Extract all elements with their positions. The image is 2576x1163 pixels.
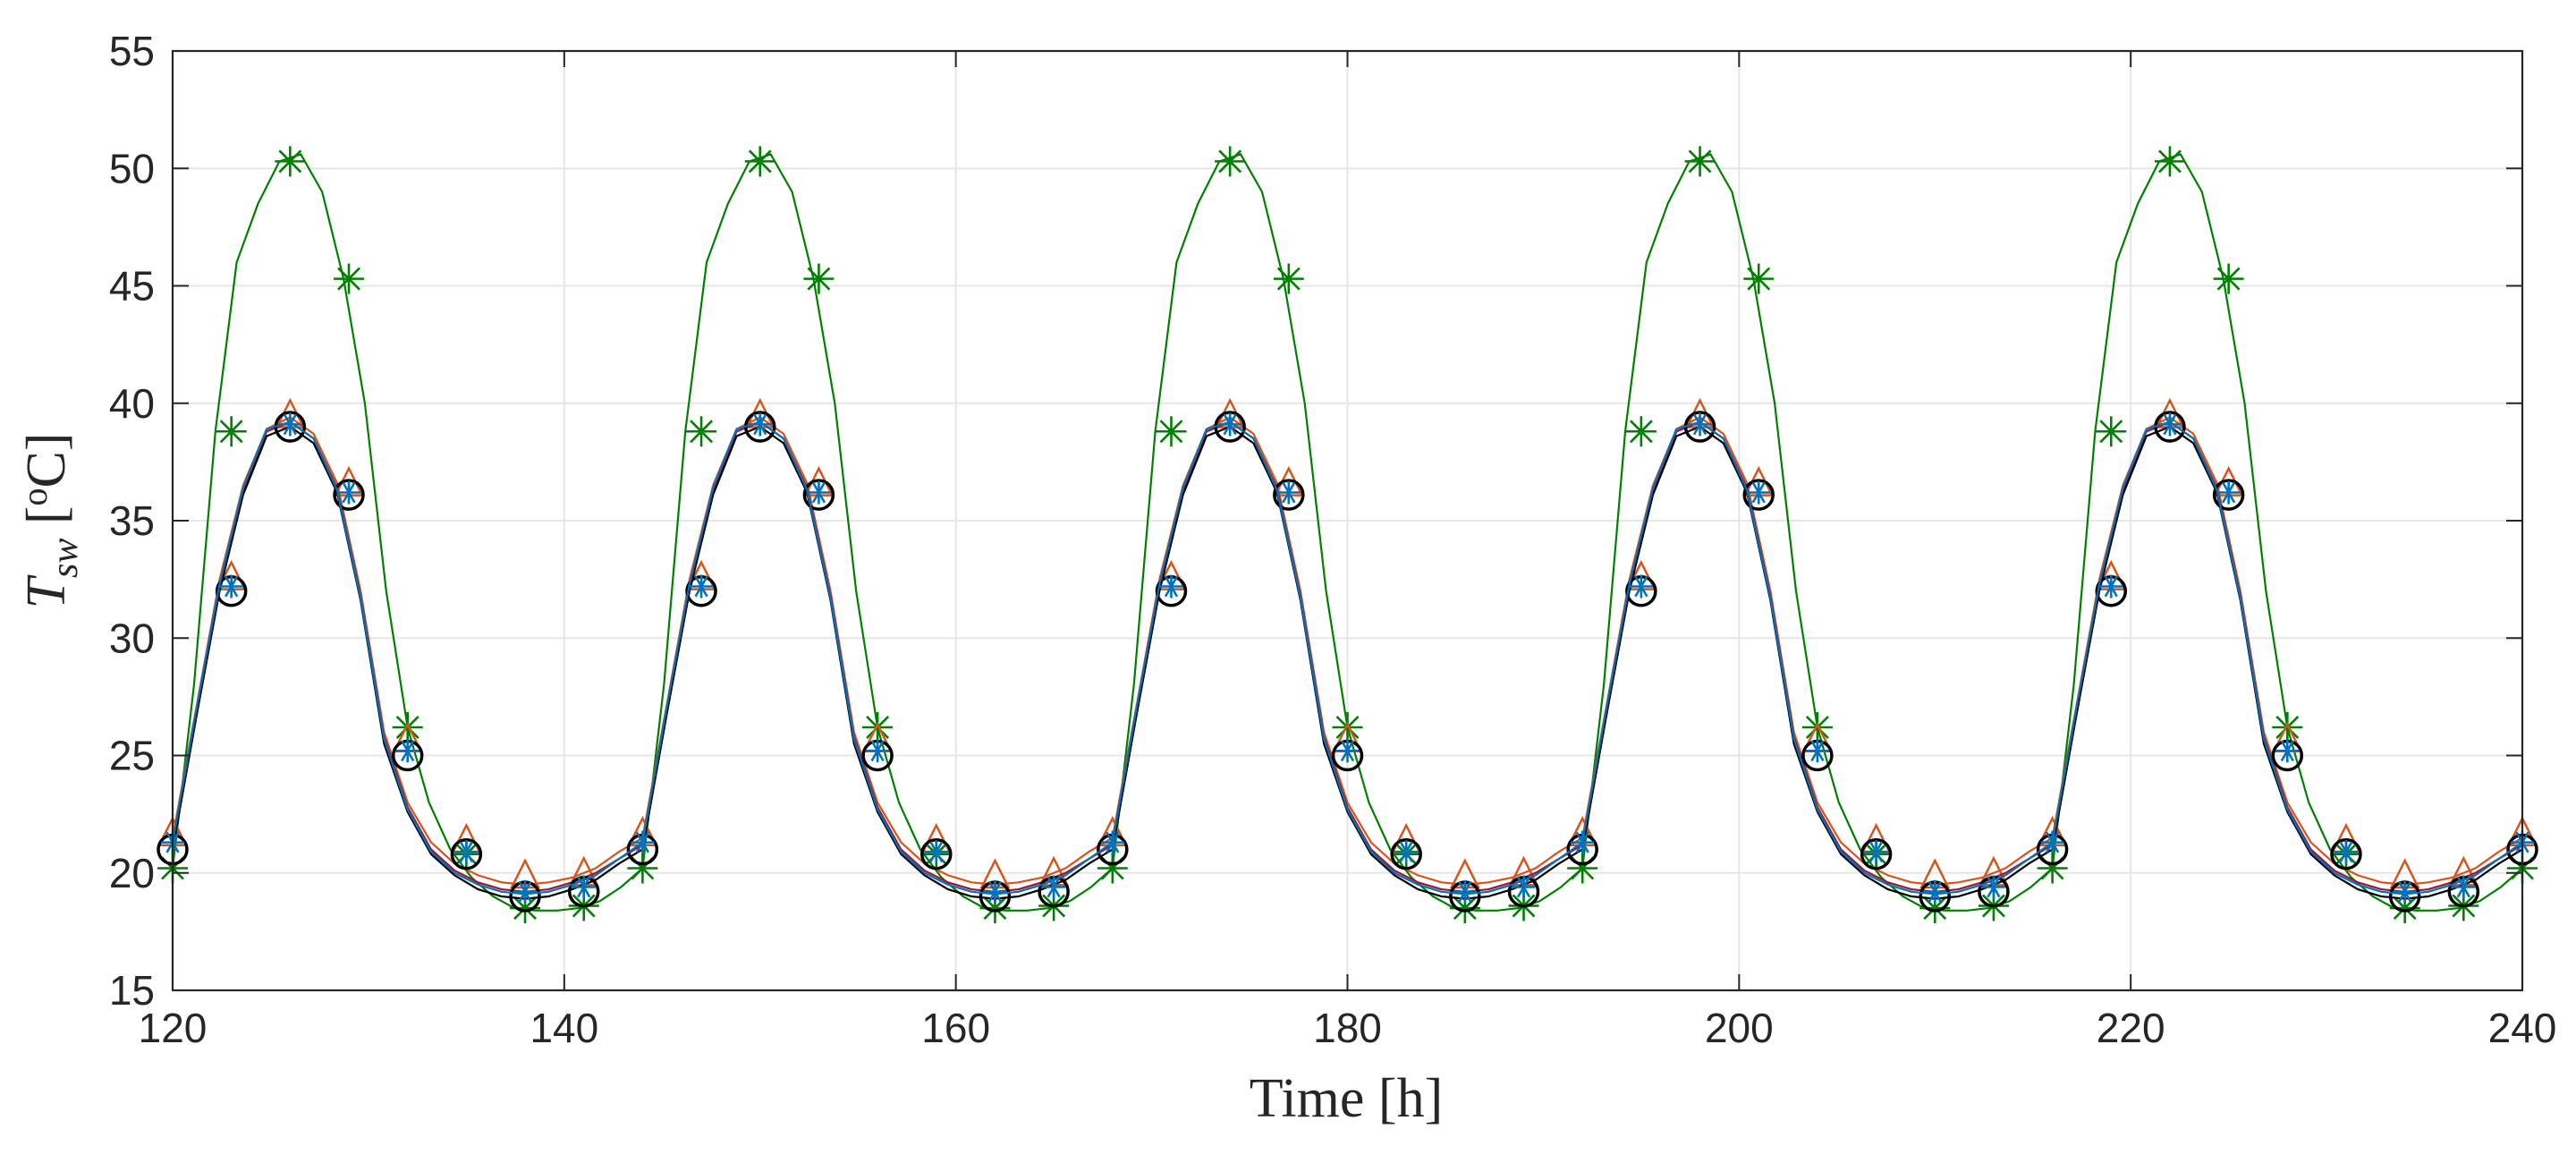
data-point: [1332, 712, 1363, 743]
data-point: [2154, 146, 2185, 177]
data-point: [392, 712, 423, 743]
y-tick-label: 45: [109, 263, 155, 310]
data-point: [333, 479, 365, 511]
y-axis-label-unit-sup: o: [14, 488, 55, 506]
data-point: [1625, 416, 1657, 447]
data-point: [1571, 830, 1595, 854]
data-point: [1805, 739, 1829, 763]
data-point: [686, 416, 717, 447]
y-tick-label: 40: [109, 380, 155, 427]
data-point: [1100, 830, 1124, 854]
data-point: [2212, 479, 2245, 511]
y-tick-label: 50: [109, 145, 155, 191]
data-point: [1159, 574, 1183, 598]
data-point: [2099, 574, 2123, 598]
y-tick-label: 55: [109, 28, 155, 74]
x-tick-label: 200: [1705, 1005, 1774, 1051]
data-point: [1215, 146, 1246, 177]
data-point: [1273, 479, 1305, 511]
data-point: [744, 146, 775, 177]
data-point: [1864, 840, 1888, 864]
data-point: [513, 879, 538, 904]
data-point: [866, 739, 890, 763]
data-point: [1390, 838, 1422, 870]
data-point: [219, 574, 243, 598]
y-tick-label: 20: [109, 850, 155, 896]
data-point: [2216, 480, 2241, 505]
data-point: [334, 263, 365, 294]
y-tick-label: 35: [109, 497, 155, 544]
data-point: [1394, 840, 1419, 864]
y-tick-label: 30: [109, 615, 155, 661]
y-axis-label-unit-close: ]: [16, 432, 77, 451]
data-point: [1156, 416, 1187, 447]
data-point: [2334, 840, 2358, 864]
data-point: [748, 412, 772, 437]
data-point: [1218, 412, 1242, 437]
data-point: [690, 574, 714, 598]
data-point: [2275, 739, 2300, 763]
data-point: [1629, 574, 1653, 598]
data-point: [1743, 263, 1775, 294]
data-point: [803, 263, 835, 294]
data-point: [1684, 146, 1716, 177]
data-point: [1747, 480, 1771, 505]
x-tick-label: 140: [530, 1005, 598, 1051]
data-point: [2330, 838, 2362, 870]
data-point: [2157, 412, 2182, 437]
data-point: [983, 879, 1007, 904]
data-point: [802, 479, 835, 511]
data-point: [1512, 875, 1536, 899]
data-point: [2040, 830, 2064, 854]
data-point: [454, 840, 479, 864]
data-point: [862, 712, 894, 743]
data-point: [572, 875, 596, 899]
data-point: [395, 739, 419, 763]
x-tick-label: 220: [2097, 1005, 2165, 1051]
x-tick-label: 120: [139, 1005, 208, 1051]
series-line: [171, 420, 2523, 896]
y-tick-labels: 15 20 25 30 35 40 45 50 55: [109, 28, 2522, 1014]
x-tick-labels: 120 140 160 180 200 220 240: [139, 51, 2557, 1051]
data-point: [1276, 480, 1301, 505]
data-point: [920, 838, 953, 870]
x-tick-label: 180: [1313, 1005, 1382, 1051]
data-point: [1981, 875, 2005, 899]
data-point: [1453, 879, 1477, 904]
data-point: [216, 416, 247, 447]
x-tick-label: 240: [2488, 1005, 2557, 1051]
data-point: [2213, 263, 2244, 294]
y-tick-label: 25: [109, 733, 155, 779]
data-point: [1742, 479, 1775, 511]
data-point: [2096, 416, 2127, 447]
y-axis-label: Tsw [oC]: [14, 432, 86, 608]
data-point: [2393, 879, 2417, 904]
data-point: [450, 838, 483, 870]
data-point: [631, 830, 655, 854]
data-point: [1273, 263, 1304, 294]
y-axis-label-unit-open: [: [16, 506, 77, 539]
data-point: [807, 480, 831, 505]
data-point: [275, 146, 306, 177]
data-point: [1801, 712, 1833, 743]
data-point: [337, 480, 361, 505]
data-point: [2452, 875, 2476, 899]
y-axis-label-base: T: [16, 574, 77, 609]
y-axis-label-unit-letter: C: [16, 451, 77, 488]
grid: [173, 51, 2522, 990]
data-point: [1688, 412, 1712, 437]
data-point: [2272, 712, 2303, 743]
x-axis-label: Time [h]: [1250, 1068, 1443, 1129]
x-tick-label: 160: [921, 1005, 990, 1051]
y-tick-label: 15: [109, 967, 155, 1014]
data-point: [924, 840, 948, 864]
data-point: [1042, 875, 1066, 899]
data-point: [1860, 838, 1893, 870]
series-line: [171, 425, 2523, 900]
data-point: [278, 412, 302, 437]
data-point: [1335, 739, 1360, 763]
y-axis-label-subscript: sw: [45, 539, 86, 578]
data-point: [1923, 879, 1947, 904]
